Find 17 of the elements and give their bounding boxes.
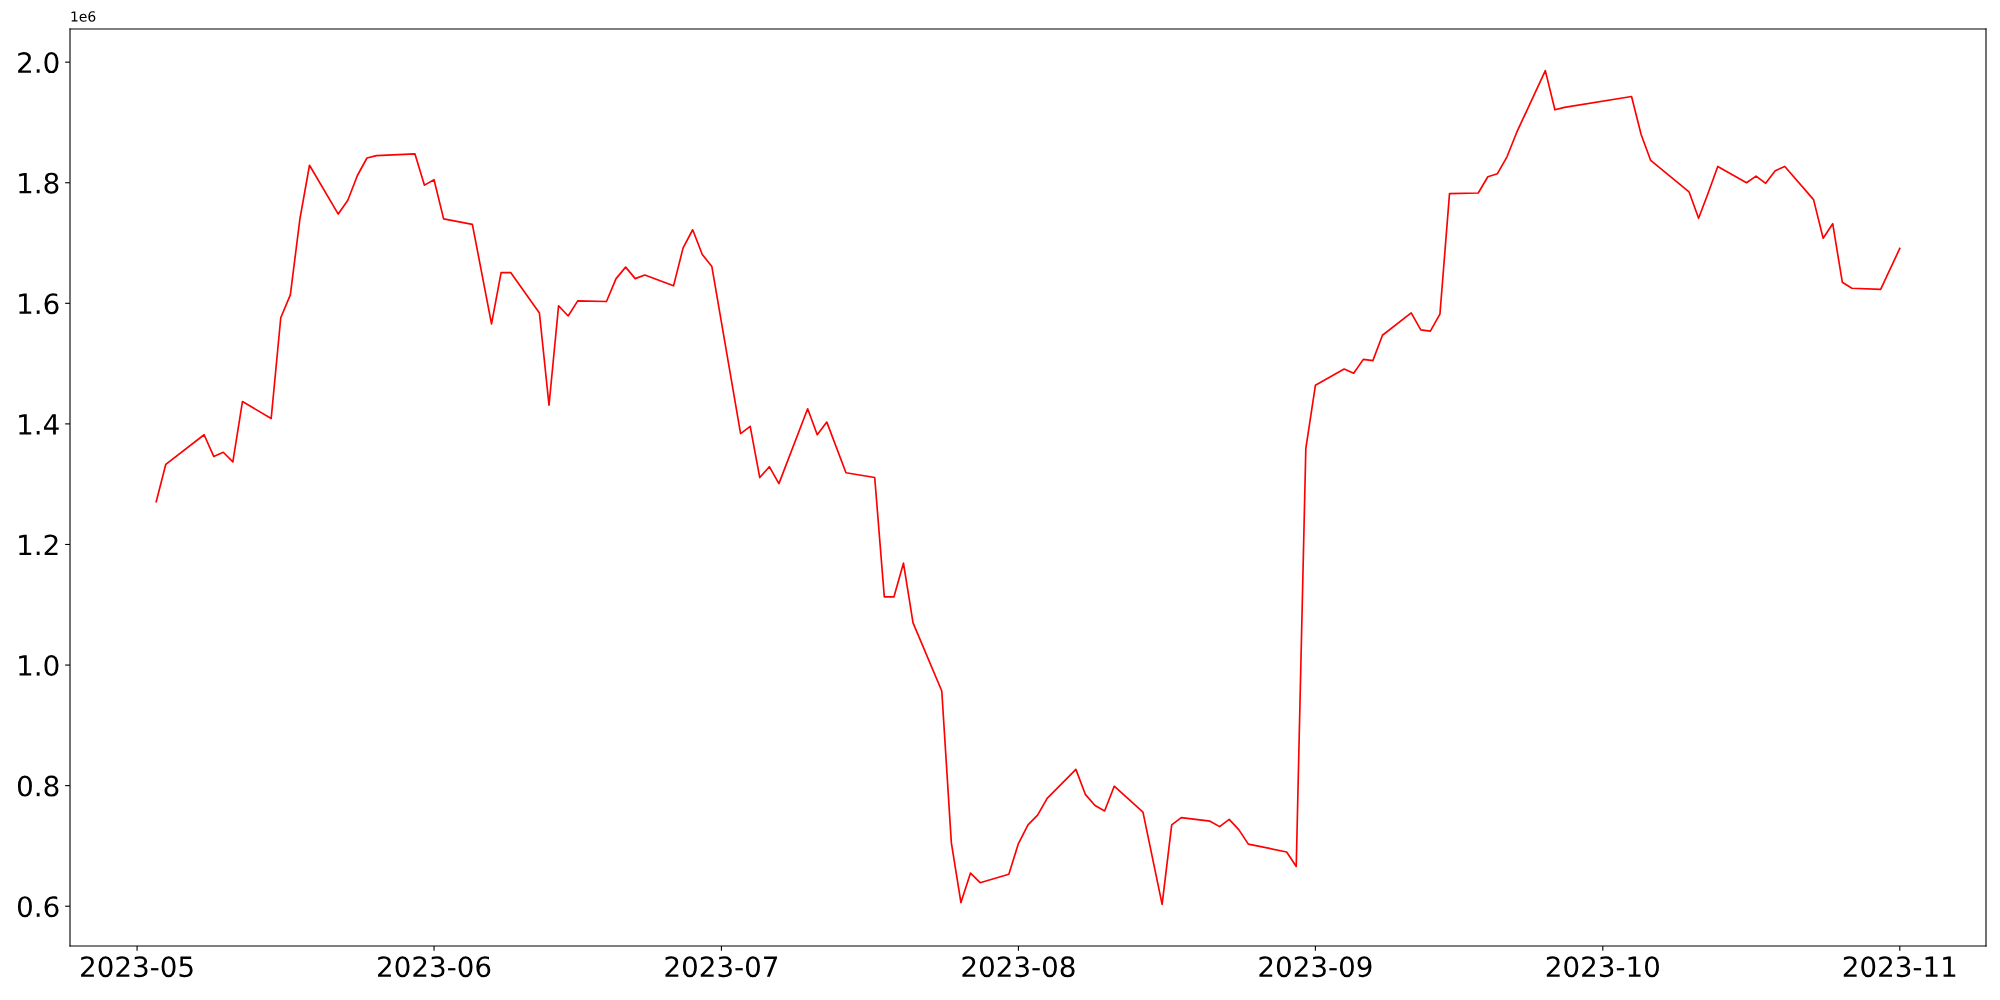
y-tick-label: 1.0 <box>19 654 59 676</box>
y-tick-label: 2.0 <box>18 52 59 74</box>
y-tick-label: 1.4 <box>19 414 59 435</box>
x-tick-label: 2023-10 <box>1546 956 1659 978</box>
y-tick-label: 1.2 <box>19 534 58 556</box>
x-tick-label: 2023-11 <box>1843 956 1956 978</box>
text: 1e6 <box>71 11 96 22</box>
x-tick-label: 2023-07 <box>665 956 778 978</box>
line-series <box>155 69 1901 906</box>
y-tick-label: 0.6 <box>17 896 59 918</box>
y-tick-label: 1.6 <box>19 293 59 315</box>
x-tick-label: 2023-08 <box>962 956 1075 978</box>
x-tick-label: 2023-06 <box>378 956 491 978</box>
x-tick-label: 2023-05 <box>81 956 193 978</box>
x-tick-label: 2023-09 <box>1259 956 1372 978</box>
y-tick-label: 0.8 <box>17 775 59 797</box>
y-tick-label: 1.8 <box>19 172 59 194</box>
